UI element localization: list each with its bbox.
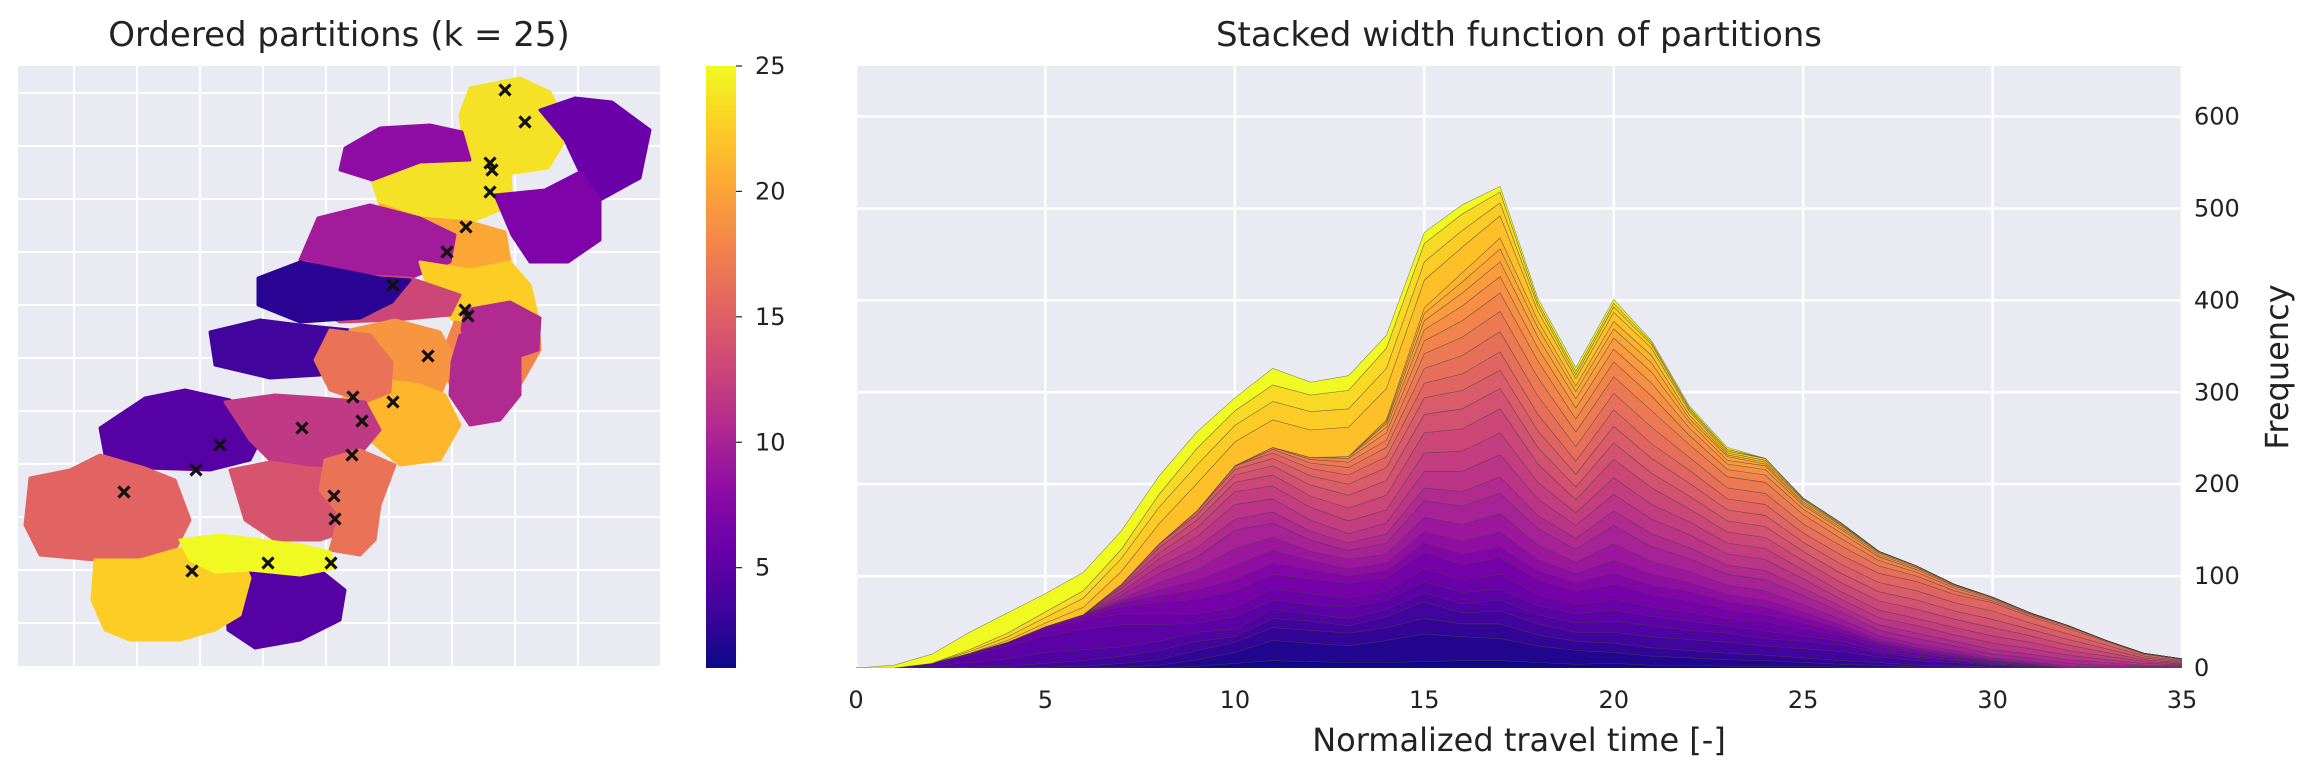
colorbar-tick-label: 10 (755, 428, 786, 456)
map-title: Ordered partitions (k = 25) (108, 15, 570, 55)
x-tick-label: 0 (848, 686, 863, 714)
map-outlets (117, 83, 532, 578)
x-tick-label: 35 (2167, 686, 2198, 714)
map-partition-4 (338, 123, 472, 182)
outlet-marker (295, 421, 309, 435)
y-tick-label: 300 (2194, 378, 2240, 406)
outlet-marker (261, 556, 275, 570)
y-tick-label: 500 (2194, 194, 2240, 222)
colorbar-tick-label: 20 (755, 177, 786, 205)
outlet-marker (483, 185, 497, 199)
y-axis-label: Frequency (2258, 284, 2296, 449)
map-partitions (23, 76, 652, 650)
outlet-marker (213, 438, 227, 452)
outlet-marker (189, 463, 203, 477)
map-partition-1 (458, 76, 572, 177)
map-partition-16 (448, 328, 522, 427)
outlet-marker (328, 512, 342, 526)
x-tick-label: 10 (1220, 686, 1251, 714)
outlet-marker (327, 489, 341, 503)
x-tick-label: 30 (1977, 686, 2008, 714)
outlet-marker (386, 395, 400, 409)
map-partition-20 (23, 453, 192, 562)
outlet-marker (346, 390, 360, 404)
map-partition-19 (223, 393, 382, 470)
colorbar (706, 66, 736, 668)
colorbar-tick-label: 15 (755, 303, 786, 331)
outlet-marker (117, 485, 131, 499)
y-tick-label: 400 (2194, 286, 2240, 314)
outlet-marker (421, 349, 435, 363)
outlet-marker (498, 83, 512, 97)
y-tick-label: 100 (2194, 562, 2240, 590)
x-tick-label: 25 (1788, 686, 1819, 714)
y-tick-labels: 0 100 200 300 400 500 600 (2194, 103, 2240, 682)
x-tick-labels: 0 5 10 15 20 25 30 35 (848, 686, 2197, 714)
outlet-marker (459, 220, 473, 234)
map-partition-10 (256, 260, 412, 324)
outlet-marker (345, 448, 359, 462)
map-partition-2 (538, 96, 652, 202)
colorbar-ticks: 5 10 15 20 25 (736, 52, 786, 582)
x-axis-label: Normalized travel time [-] (1312, 721, 1726, 759)
x-tick-label: 15 (1409, 686, 1440, 714)
y-tick-label: 0 (2194, 654, 2209, 682)
outlet-marker (483, 156, 497, 170)
stack-layer-30 (856, 185, 2182, 668)
area-title: Stacked width function of partitions (1216, 15, 1822, 55)
map-partition-17 (313, 328, 394, 404)
outlet-marker (324, 556, 338, 570)
outlet-marker (185, 564, 199, 578)
area-stack (856, 185, 2182, 668)
outlet-marker (355, 414, 369, 428)
y-tick-label: 200 (2194, 470, 2240, 498)
outlet-marker (440, 245, 454, 259)
x-tick-label: 5 (1038, 686, 1053, 714)
outlet-marker (518, 115, 532, 129)
y-tick-label: 600 (2194, 103, 2240, 131)
outlet-marker (386, 278, 400, 292)
x-tick-label: 20 (1598, 686, 1629, 714)
map-partition-6 (493, 170, 602, 264)
colorbar-tick-label: 5 (755, 554, 770, 582)
colorbar-tick-label: 25 (755, 52, 786, 80)
map-partition-22 (318, 448, 397, 557)
outlet-marker (461, 309, 475, 323)
